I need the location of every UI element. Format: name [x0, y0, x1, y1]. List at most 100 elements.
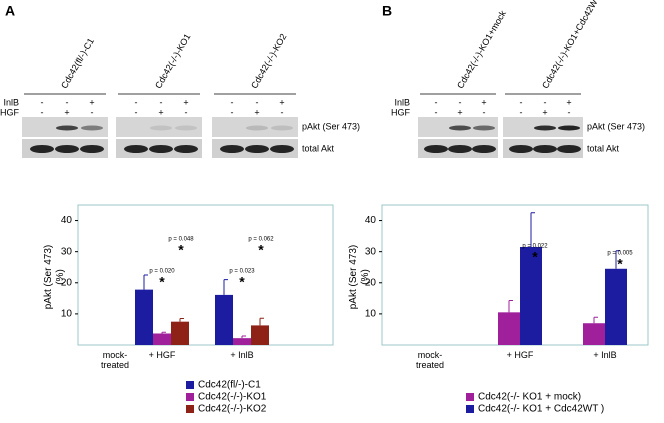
sign: -: [483, 107, 486, 117]
sign: -: [185, 107, 188, 117]
bar: [583, 323, 605, 345]
bar: [605, 268, 627, 345]
sign: -: [435, 107, 438, 117]
band-label: pAkt (Ser 473): [302, 121, 360, 131]
bar: [153, 333, 171, 345]
band-label: total Akt: [587, 143, 620, 153]
row-label: InlB: [3, 97, 19, 107]
x-tick-label: + HGF: [506, 350, 534, 360]
akt-band: [270, 145, 294, 153]
sign: +: [89, 97, 94, 107]
error-bar: [530, 212, 535, 247]
y-tick-label: 30: [61, 246, 73, 257]
row-label: HGF: [391, 107, 411, 117]
y-tick-label: 40: [61, 215, 73, 226]
y-tick-label: 20: [365, 277, 377, 288]
sign: +: [254, 107, 259, 117]
sign: -: [231, 107, 234, 117]
pakt-band: [449, 125, 471, 131]
pakt-band: [175, 125, 197, 131]
legend-label: Cdc42(-/-)-KO1: [198, 392, 267, 403]
lane-header: Cdc42(fl/-)-C1: [59, 36, 96, 90]
p-value: p = 0.022: [522, 244, 548, 250]
sign: +: [279, 97, 284, 107]
akt-band: [220, 145, 244, 153]
pakt-band: [473, 125, 495, 131]
sign: -: [41, 107, 44, 117]
sign: +: [64, 107, 69, 117]
significance-star: *: [159, 274, 165, 290]
lane-header: Cdc42(-/-)-KO1+Cdc42WT: [540, 0, 602, 90]
pakt-band: [81, 125, 103, 131]
error-bar: [259, 317, 264, 326]
sign: -: [41, 97, 44, 107]
error-bar: [615, 250, 620, 269]
y-axis-label: pAkt (Ser 473) (%): [348, 244, 371, 310]
sign: +: [158, 107, 163, 117]
sign: -: [520, 107, 523, 117]
legend-swatch: [466, 405, 474, 413]
x-tick-label: + InlB: [593, 350, 617, 360]
sign: -: [66, 97, 69, 107]
error-bar: [593, 316, 598, 324]
akt-band: [80, 145, 104, 153]
akt-band: [472, 145, 496, 153]
significance-star: *: [617, 256, 623, 272]
significance-star: *: [532, 249, 538, 265]
sign: -: [256, 97, 259, 107]
sign: -: [281, 107, 284, 117]
error-bar: [241, 335, 246, 339]
legend-label: Cdc42(-/-)-KO2: [198, 404, 267, 415]
pakt-band: [150, 125, 172, 131]
row-label: HGF: [0, 107, 20, 117]
sign: +: [566, 97, 571, 107]
sign: -: [160, 97, 163, 107]
band-label: total Akt: [302, 143, 335, 153]
sign: -: [520, 97, 523, 107]
pakt-band: [534, 125, 556, 131]
error-bar: [161, 331, 166, 334]
sign: -: [435, 97, 438, 107]
akt-band: [557, 145, 581, 153]
sign: -: [231, 97, 234, 107]
bar: [233, 338, 251, 345]
plot-frame: [77, 204, 334, 346]
significance-star: *: [258, 242, 264, 258]
x-tick-label: + HGF: [148, 350, 176, 360]
x-tick-label: mock- treated: [415, 350, 445, 370]
blot-strip: [116, 117, 202, 137]
bar: [215, 294, 233, 345]
pakt-band: [246, 125, 268, 131]
lane-header: Cdc42(-/-)-KO1+mock: [455, 8, 508, 90]
legend-swatch: [186, 393, 194, 401]
significance-star: *: [239, 274, 245, 290]
x-tick-label: + InlB: [230, 350, 254, 360]
error-bar: [179, 318, 184, 322]
y-tick-label: 30: [365, 246, 377, 257]
row-label: InlB: [394, 97, 410, 107]
legend-label: Cdc42(fl/-)-C1: [198, 380, 261, 391]
lane-header: Cdc42(-/-)-KO2: [249, 32, 288, 90]
pakt-band: [271, 125, 293, 131]
bar: [251, 325, 269, 345]
sign: -: [135, 107, 138, 117]
y-tick-label: 20: [61, 277, 73, 288]
akt-band: [55, 145, 79, 153]
akt-band: [533, 145, 557, 153]
error-bar: [143, 274, 148, 290]
sign: -: [91, 107, 94, 117]
akt-band: [149, 145, 173, 153]
akt-band: [509, 145, 533, 153]
pakt-band: [558, 125, 580, 131]
sign: +: [481, 97, 486, 107]
y-tick-label: 10: [365, 309, 377, 320]
blot-strip: [212, 117, 298, 137]
significance-star: *: [178, 242, 184, 258]
akt-band: [124, 145, 148, 153]
sign: +: [457, 107, 462, 117]
legend-label: Cdc42(-/- KO1 + Cdc42WT ): [478, 404, 604, 415]
sign: -: [544, 97, 547, 107]
pakt-band: [56, 125, 78, 131]
y-tick-label: 10: [61, 309, 73, 320]
sign: -: [135, 97, 138, 107]
